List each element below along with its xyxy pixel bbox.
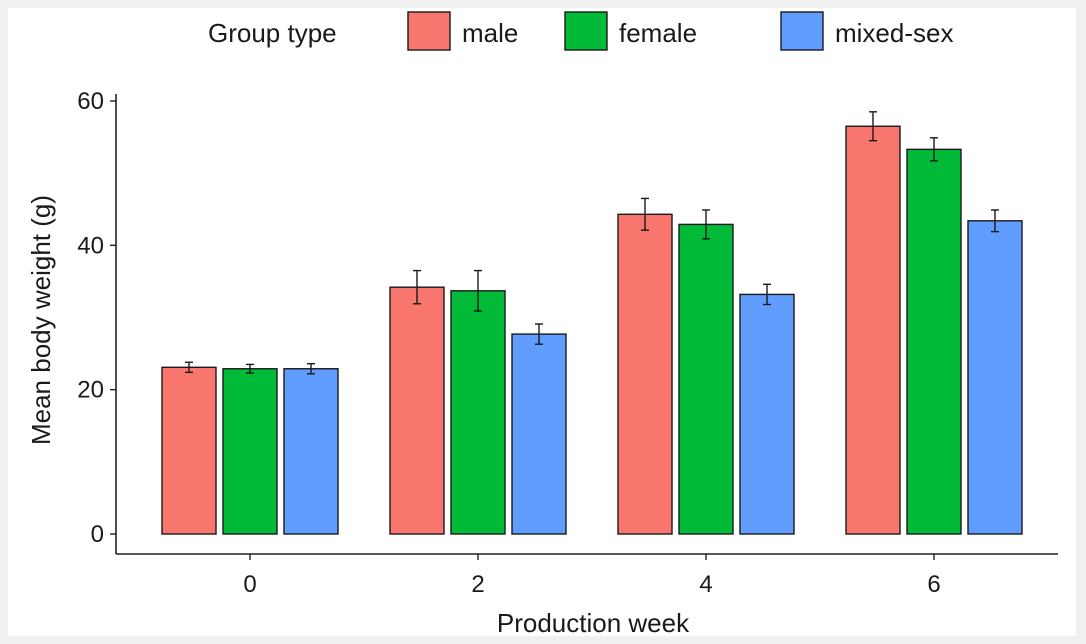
bar-male-week-6 [845,125,901,535]
axes: 0 20 40 60 0 2 4 6 Production week Mean body weig… [26,88,1058,636]
error-bar-male-week-0 [185,361,193,374]
bar-mixed-sex-week-2 [511,333,567,535]
x-tick-label: 4 [699,571,712,598]
error-bar-female-week-2 [474,269,482,312]
y-tick-label: 0 [91,521,104,548]
y-tick-label: 20 [77,377,104,404]
bar-male-week-2 [389,286,445,535]
x-tick-label: 2 [471,571,484,598]
bar-male-week-4 [617,213,673,535]
chart-panel: Group type male female mixed-sex 0 20 40 60 0 2 4… [8,8,1076,636]
error-bar-mixed-sex-week-0 [307,362,315,375]
legend-key-female [564,11,608,51]
y-tick-label: 40 [77,232,104,259]
bar-mixed-sex-week-4 [739,293,795,535]
legend: Group type male female mixed-sex [208,11,953,51]
error-bar-mixed-sex-week-2 [535,323,543,345]
bar-mixed-sex-week-6 [967,220,1023,535]
x-tick-label: 6 [927,571,940,598]
bar-female-week-0 [222,368,278,535]
legend-label-mixed-sex: mixed-sex [835,18,953,48]
error-bar-male-week-4 [641,197,649,231]
legend-label-female: female [619,18,697,48]
legend-title: Group type [208,18,337,48]
y-tick-label: 60 [77,88,104,115]
legend-label-male: male [462,18,518,48]
error-bar-female-week-4 [702,209,710,240]
bar-chart: Group type male female mixed-sex 0 20 40 60 0 2 4… [26,11,1058,636]
bar-mixed-sex-week-0 [283,368,339,535]
bar-male-week-0 [161,366,217,535]
bar-female-week-6 [906,148,962,535]
y-axis-title: Mean body weight (g) [26,195,56,445]
bars [161,111,1023,535]
error-bar-female-week-6 [930,137,938,162]
legend-key-male [407,11,451,51]
error-bar-mixed-sex-week-6 [991,209,999,233]
bar-female-week-2 [450,290,506,535]
error-bar-male-week-2 [413,269,421,305]
error-bar-female-week-0 [246,363,254,374]
x-axis-title: Production week [497,608,690,636]
bar-female-week-4 [678,223,734,535]
error-bar-mixed-sex-week-4 [763,283,771,306]
x-tick-label: 0 [243,571,256,598]
error-bar-male-week-6 [869,111,877,142]
legend-key-mixed-sex [780,11,824,51]
